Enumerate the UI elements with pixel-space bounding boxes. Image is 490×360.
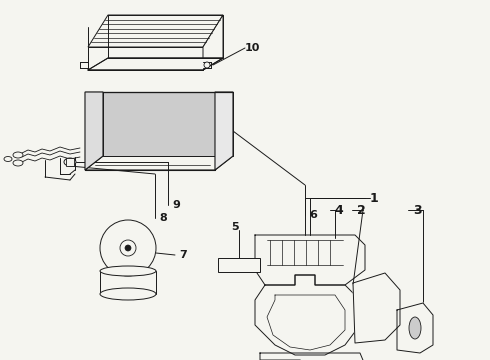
Ellipse shape xyxy=(409,317,421,339)
Polygon shape xyxy=(108,15,223,58)
Text: 7: 7 xyxy=(179,250,187,260)
Text: 5: 5 xyxy=(231,222,239,232)
Bar xyxy=(66,158,74,166)
Polygon shape xyxy=(88,58,223,70)
Circle shape xyxy=(120,240,136,256)
Ellipse shape xyxy=(64,158,76,166)
Polygon shape xyxy=(353,273,400,343)
Polygon shape xyxy=(85,156,233,170)
Ellipse shape xyxy=(13,160,23,166)
Circle shape xyxy=(204,62,210,68)
Ellipse shape xyxy=(13,152,23,158)
Text: 6: 6 xyxy=(309,210,317,220)
Text: 8: 8 xyxy=(159,213,167,223)
Polygon shape xyxy=(215,92,233,170)
Text: 1: 1 xyxy=(369,192,378,204)
Polygon shape xyxy=(203,15,223,70)
Text: 9: 9 xyxy=(172,200,180,210)
Text: 3: 3 xyxy=(413,203,421,216)
Polygon shape xyxy=(88,47,203,70)
Ellipse shape xyxy=(100,266,156,276)
Polygon shape xyxy=(255,275,360,355)
Polygon shape xyxy=(260,353,365,360)
Polygon shape xyxy=(88,15,223,47)
Text: 2: 2 xyxy=(357,203,366,216)
FancyBboxPatch shape xyxy=(218,258,260,272)
Polygon shape xyxy=(255,235,365,285)
Polygon shape xyxy=(397,303,433,353)
Text: 4: 4 xyxy=(335,203,343,216)
Polygon shape xyxy=(88,58,223,70)
Ellipse shape xyxy=(4,157,12,162)
Polygon shape xyxy=(85,92,103,170)
Ellipse shape xyxy=(100,288,156,300)
Circle shape xyxy=(100,220,156,276)
Text: 10: 10 xyxy=(245,43,260,53)
Circle shape xyxy=(125,245,131,251)
Polygon shape xyxy=(103,92,233,156)
